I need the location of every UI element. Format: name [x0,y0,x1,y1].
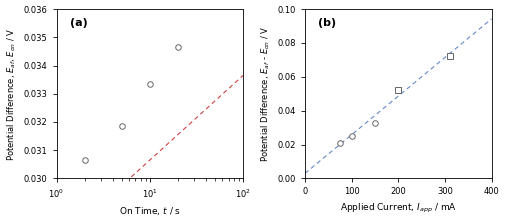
Text: (b): (b) [318,18,336,27]
Text: (a): (a) [70,18,87,27]
Y-axis label: Potential Difference, $E_{af}$ - $E_{on}$ / V: Potential Difference, $E_{af}$ - $E_{on}… [260,25,272,162]
Y-axis label: Potential Difference, $E_{af}$, $E_{on}$ / V: Potential Difference, $E_{af}$, $E_{on}$… [6,27,18,161]
X-axis label: On Time, $t$ / s: On Time, $t$ / s [119,205,181,217]
X-axis label: Applied Current, $I_{app}$ / mA: Applied Current, $I_{app}$ / mA [340,202,457,215]
